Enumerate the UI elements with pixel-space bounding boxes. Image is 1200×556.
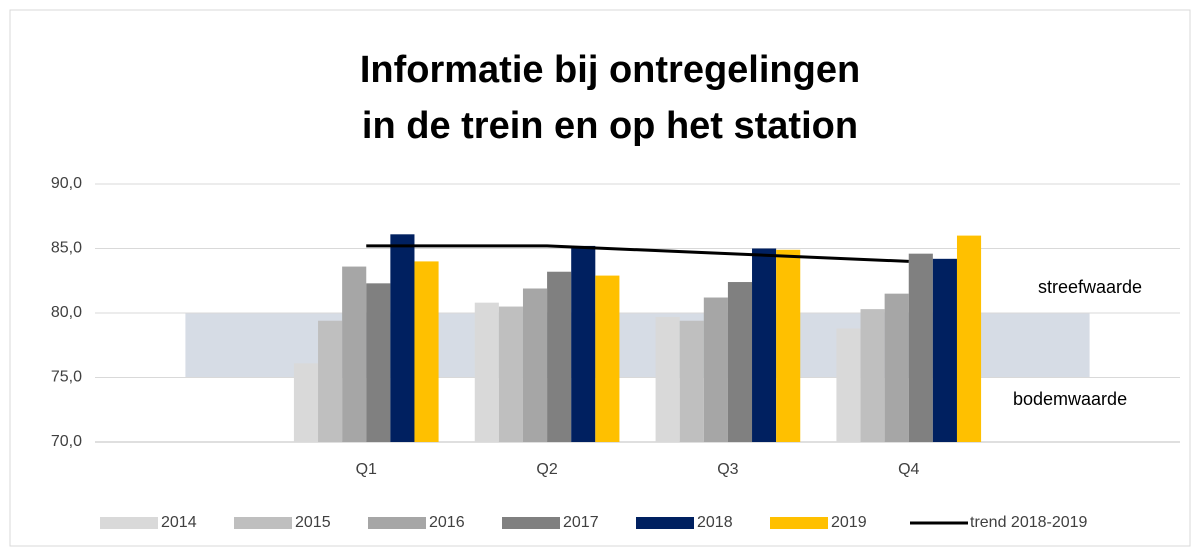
y-tick-label: 75,0 (51, 369, 82, 386)
legend-label: trend 2018-2019 (970, 514, 1088, 531)
band-label: bodemwaarde (1013, 389, 1127, 409)
y-tick-label: 80,0 (51, 304, 82, 321)
chart-title: Informatie bij ontregelingen (360, 49, 860, 91)
bar (727, 282, 753, 442)
bar (390, 234, 415, 442)
bar (932, 258, 957, 442)
bar (547, 271, 572, 442)
band-label: streefwaarde (1038, 277, 1142, 297)
legend-swatch (636, 517, 694, 529)
legend-label: 2014 (161, 514, 197, 531)
legend-swatch (234, 517, 292, 529)
bar (752, 248, 777, 442)
bar (474, 302, 499, 442)
trend-line (366, 244, 909, 263)
bar (836, 328, 861, 442)
x-tick-label: Q2 (536, 461, 557, 478)
bar (342, 266, 367, 442)
legend-label: 2017 (563, 514, 599, 531)
bar (860, 309, 885, 442)
bar (776, 249, 801, 442)
legend-label: 2018 (697, 514, 733, 531)
legend-swatch (770, 517, 828, 529)
x-tick-label: Q4 (898, 461, 919, 478)
bar (655, 316, 680, 442)
y-tick-label: 70,0 (51, 433, 82, 450)
legend-label: 2019 (831, 514, 867, 531)
bar (956, 235, 982, 442)
bar (293, 363, 319, 442)
x-tick-label: Q1 (356, 461, 377, 478)
chart-title: in de trein en op het station (362, 105, 858, 147)
x-tick-label: Q3 (717, 461, 738, 478)
bar (318, 320, 343, 442)
legend-swatch (502, 517, 560, 529)
y-tick-label: 90,0 (51, 175, 82, 192)
bar (522, 288, 548, 442)
bar (366, 283, 391, 442)
bar (571, 245, 596, 442)
legend-swatch (100, 517, 158, 529)
bar (679, 320, 704, 442)
bar (595, 275, 620, 442)
legend-swatch (368, 517, 426, 529)
bar (908, 253, 933, 442)
legend-label: 2016 (429, 514, 465, 531)
bar (884, 293, 909, 442)
bar (703, 297, 728, 442)
bar (414, 261, 439, 442)
y-tick-label: 85,0 (51, 240, 82, 257)
legend-label: 2015 (295, 514, 331, 531)
bar (498, 306, 523, 442)
